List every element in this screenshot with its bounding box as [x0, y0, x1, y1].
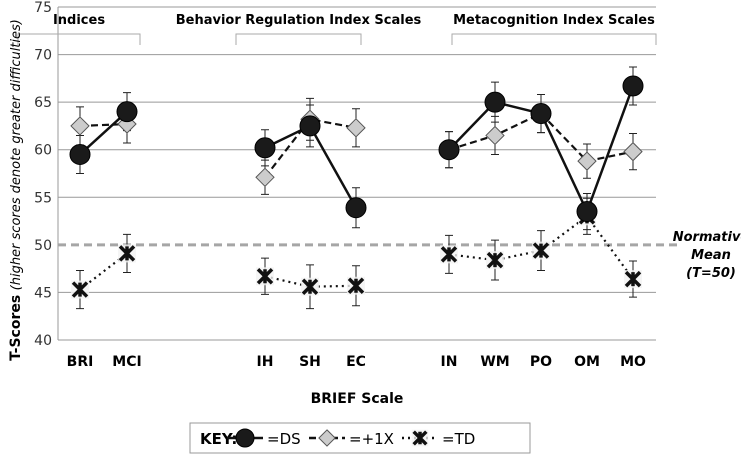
marker-x	[440, 246, 458, 263]
series-line	[264, 118, 357, 178]
group-label: Metacognition Index Scales	[453, 13, 655, 28]
y-tick-label: 75	[34, 0, 52, 16]
x-tick-label: BRI	[67, 354, 94, 370]
y-tick-label: 55	[34, 190, 52, 206]
marker-x	[301, 278, 319, 295]
x-tick-label: WM	[480, 354, 509, 370]
data-point	[118, 244, 136, 263]
y-tick-label: 65	[34, 95, 52, 111]
normative-mean-label: Normative	[673, 230, 741, 245]
data-point	[70, 116, 90, 136]
normative-mean-label: Mean	[691, 248, 731, 263]
data-point	[485, 125, 505, 146]
marker-x	[412, 430, 428, 446]
marker-x	[624, 270, 642, 288]
y-tick-label: 50	[34, 238, 52, 254]
data-point	[577, 151, 597, 171]
x-tick-label: IH	[257, 354, 274, 370]
series-+1X	[76, 94, 637, 195]
legend-title: KEY:	[200, 430, 237, 448]
data-point	[71, 280, 89, 299]
marker-x	[532, 242, 550, 259]
y-tick-label: 70	[34, 48, 52, 64]
legend-label: =+1X	[349, 430, 394, 448]
data-point	[69, 143, 91, 165]
marker-x	[71, 281, 89, 298]
series-line	[79, 110, 128, 156]
data-point	[532, 241, 550, 260]
data-point	[345, 197, 367, 219]
group-bracket	[17, 33, 141, 45]
x-tick-label: PO	[530, 354, 552, 370]
data-point	[622, 75, 644, 97]
x-tick-label: IN	[441, 354, 458, 370]
marker-x	[347, 277, 365, 295]
data-point	[484, 91, 506, 113]
data-point	[116, 101, 138, 123]
markers-DS	[69, 75, 644, 223]
marker-x	[486, 251, 504, 269]
y-tick-label: 40	[34, 333, 52, 349]
legend-marker-DS	[235, 428, 255, 448]
data-point	[256, 267, 274, 286]
legend-label: =DS	[267, 430, 301, 448]
data-point	[347, 276, 365, 295]
data-point	[299, 115, 321, 137]
y-axis-label-note: (higher scores denote greater difficulti…	[9, 19, 24, 290]
y-tick-label: 60	[34, 143, 52, 159]
y-axis-label-main: T-Scores	[8, 295, 24, 361]
x-tick-label: OM	[574, 354, 600, 370]
marker-x	[256, 268, 274, 285]
data-point	[346, 118, 366, 138]
x-tick-label: SH	[299, 354, 321, 370]
data-point	[623, 141, 643, 162]
data-point	[438, 139, 460, 161]
data-point	[301, 277, 319, 296]
legend-label: =TD	[442, 430, 475, 448]
group-label: Behavior Regulation Index Scales	[176, 13, 422, 28]
x-tick-label: MO	[620, 354, 646, 370]
series-line	[448, 214, 634, 280]
normative-mean-label: (T=50)	[686, 266, 736, 281]
y-tick-label: 45	[34, 285, 52, 301]
group-bracket	[235, 33, 362, 45]
data-point	[576, 201, 598, 223]
data-point	[254, 137, 276, 159]
data-point	[440, 245, 458, 264]
x-tick-label: MCI	[112, 354, 141, 370]
group-label: Indices	[53, 13, 105, 28]
x-axis-label: BRIEF Scale	[311, 391, 404, 407]
data-point	[530, 103, 552, 125]
legend-marker-+1X	[318, 429, 336, 447]
y-axis-label: T-Scores (higher scores denote greater d…	[8, 19, 24, 361]
legend-marker-TD	[411, 429, 429, 447]
marker-x	[118, 245, 136, 262]
x-tick-label: EC	[346, 354, 366, 370]
data-point	[486, 251, 504, 270]
data-point	[255, 167, 275, 188]
group-bracket	[451, 33, 657, 45]
legend: KEY: =DS =+1X =TD	[189, 422, 531, 454]
data-point	[624, 270, 642, 289]
